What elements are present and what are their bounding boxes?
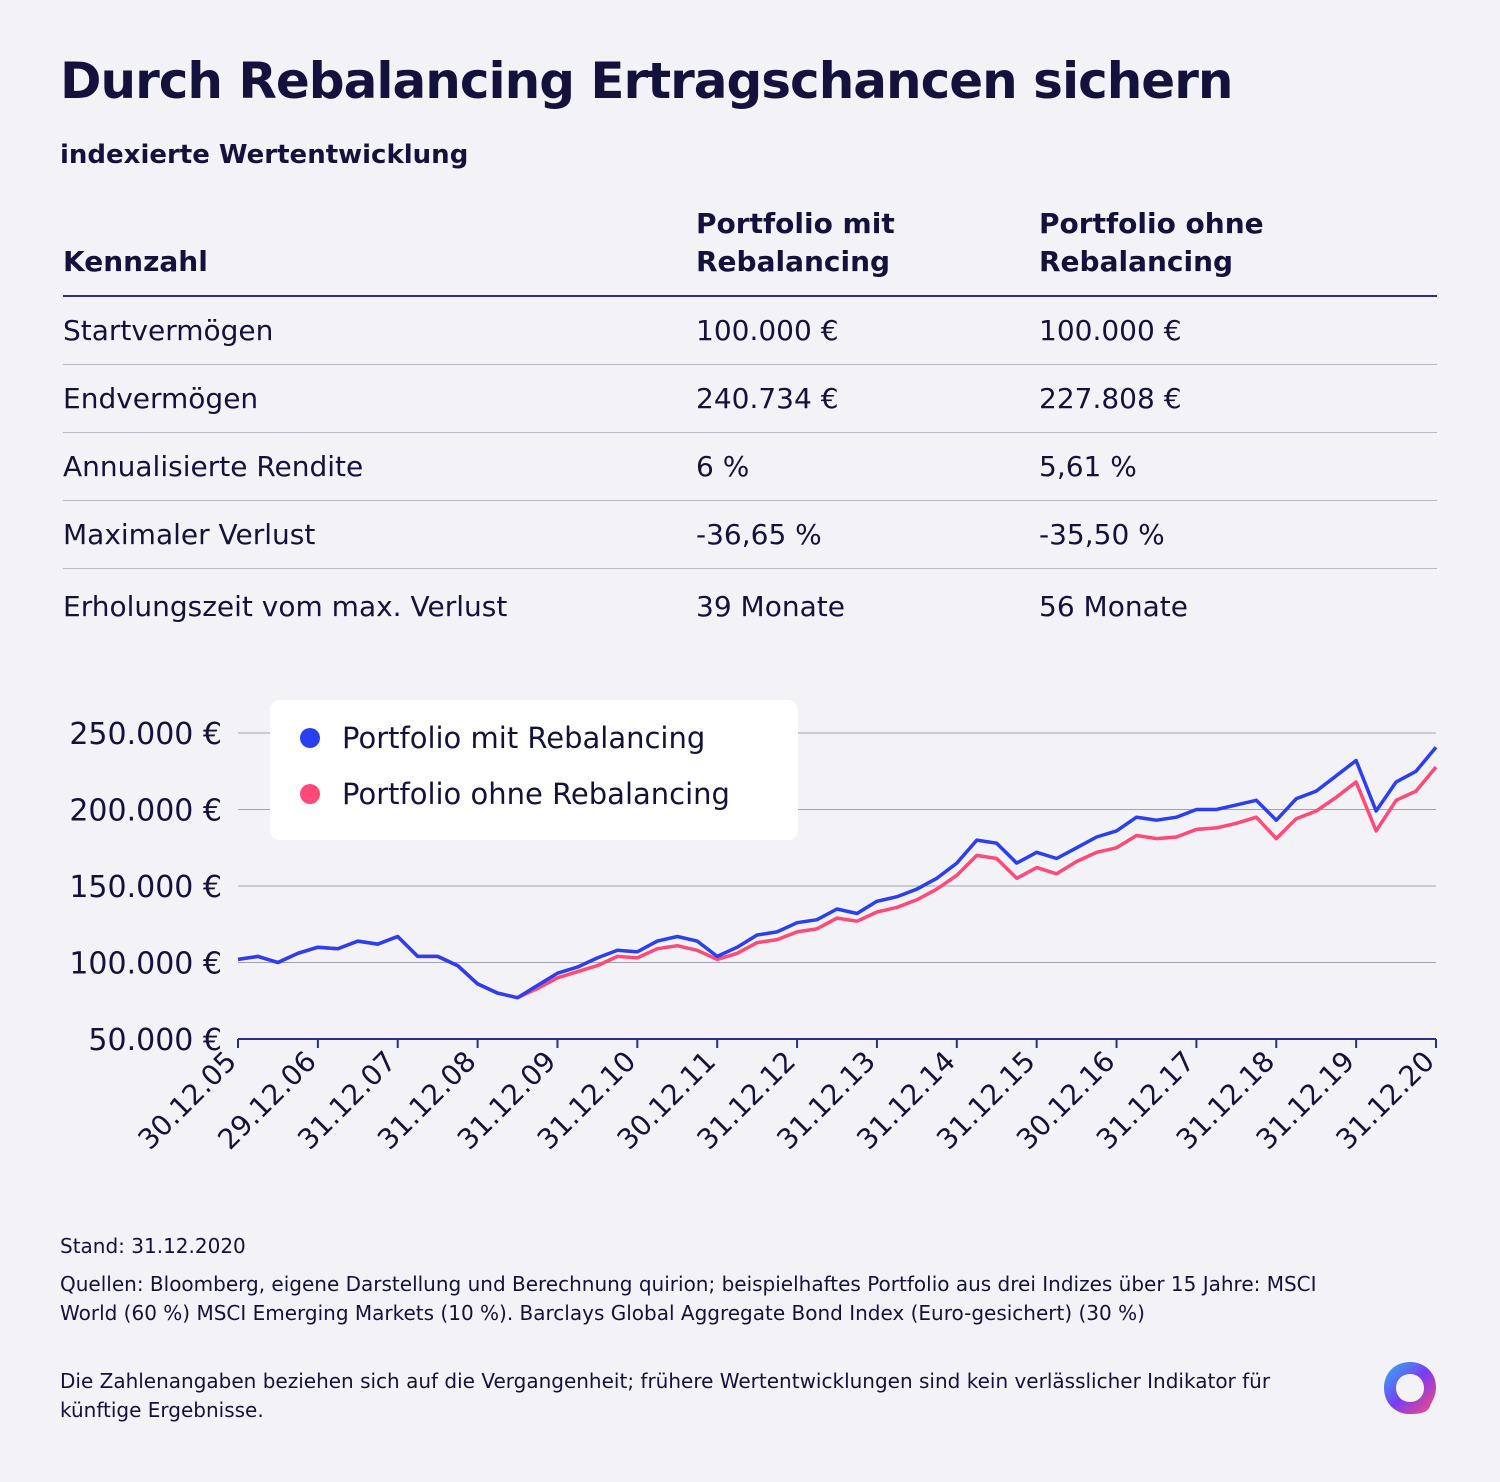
legend-label: Portfolio mit Rebalancing [342, 721, 706, 755]
table-row: Endvermögen 240.734 € 227.808 € [63, 364, 1437, 433]
row-label: Maximaler Verlust [63, 500, 696, 569]
chart-legend: Portfolio mit Rebalancing Portfolio ohne… [270, 700, 798, 840]
y-tick-label: 50.000 € [88, 1023, 222, 1058]
legend-dot-pink [300, 784, 320, 804]
quirion-logo-icon [1384, 1362, 1436, 1414]
legend-dot-blue [300, 728, 320, 748]
row-label: Startvermögen [63, 296, 696, 365]
footnote-disclaimer: Die Zahlenangaben beziehen sich auf die … [60, 1369, 1271, 1422]
column-header-mit-rebalancing: Portfolio mit Rebalancing [696, 205, 1039, 297]
y-tick-label: 250.000 € [69, 717, 222, 752]
legend-item-mit-rebalancing: Portfolio mit Rebalancing [300, 721, 705, 755]
value-ohne-rebalancing: 5,61 % [1039, 432, 1437, 501]
table-row: Erholungszeit vom max. Verlust 39 Monate… [63, 569, 1437, 644]
row-label: Endvermögen [63, 364, 696, 433]
table-header-row: Kennzahl Portfolio mit Rebalancing Portf… [63, 205, 1437, 297]
value-mit-rebalancing: 39 Monate [696, 589, 845, 623]
y-tick-label: 100.000 € [69, 947, 222, 982]
value-mit-rebalancing: 240.734 € [696, 364, 1039, 433]
table-row: Startvermögen 100.000 € 100.000 € [63, 296, 1437, 365]
value-ohne-rebalancing: -35,50 % [1039, 500, 1437, 569]
kpi-table: Kennzahl Portfolio mit Rebalancing Portf… [63, 205, 1437, 643]
table-row: Annualisierte Rendite 6 % 5,61 % [63, 432, 1437, 501]
table-row: Maximaler Verlust -36,65 % -35,50 % [63, 500, 1437, 569]
series-line-mit-rebalancing [237, 746, 1438, 1000]
page-title: Durch Rebalancing Ertragschancen sichern [60, 52, 1233, 110]
value-ohne-rebalancing: 100.000 € [1039, 296, 1437, 365]
value-ohne-rebalancing: 56 Monate [1039, 589, 1188, 623]
legend-label: Portfolio ohne Rebalancing [342, 777, 730, 811]
line-chart: 50.000 € 100.000 € 150.000 € 200.000 € 250.0… [69, 717, 1441, 1156]
value-mit-rebalancing: -36,65 % [696, 500, 1039, 569]
legend-item-ohne-rebalancing: Portfolio ohne Rebalancing [300, 777, 730, 811]
value-ohne-rebalancing: 227.808 € [1039, 364, 1437, 433]
footnote-sources: Quellen: Bloomberg, eigene Darstellung u… [60, 1272, 1317, 1325]
y-tick-label: 200.000 € [69, 794, 222, 829]
footnote-stand: Stand: 31.12.2020 [60, 1234, 246, 1258]
value-mit-rebalancing: 100.000 € [696, 296, 1039, 365]
column-header-ohne-rebalancing: Portfolio ohne Rebalancing [1039, 205, 1437, 297]
column-header-kennzahl: Kennzahl [63, 205, 696, 297]
row-label: Erholungszeit vom max. Verlust [63, 589, 508, 623]
row-label: Annualisierte Rendite [63, 432, 696, 501]
page-subtitle: indexierte Wertentwicklung [60, 140, 469, 170]
y-tick-label: 150.000 € [69, 870, 222, 905]
value-mit-rebalancing: 6 % [696, 432, 1039, 501]
